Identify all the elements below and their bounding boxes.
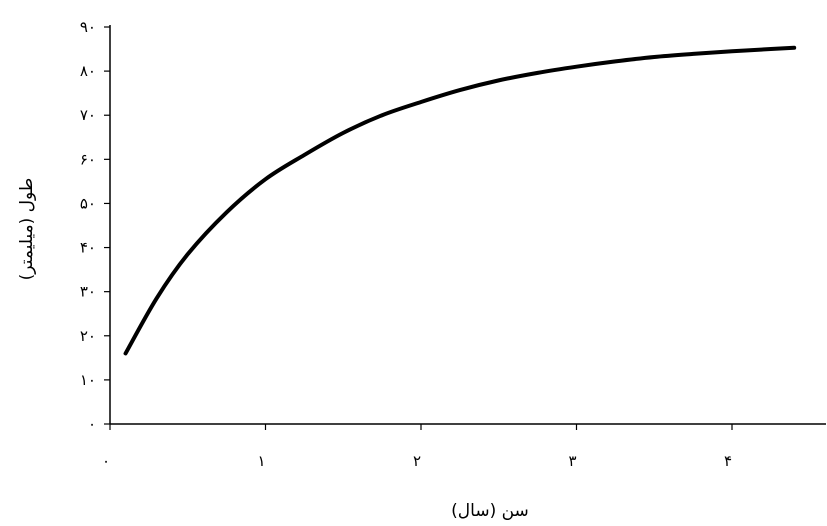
x-tick-label: ۲: [413, 452, 421, 470]
y-tick-label: ۲۰: [80, 327, 96, 345]
y-tick-label: ۵۰: [80, 194, 96, 212]
x-axis-title: سن (سال): [451, 501, 529, 521]
y-tick-label: ۶۰: [80, 150, 96, 168]
axes: [109, 25, 826, 425]
x-tick-label: ۰: [102, 452, 110, 470]
y-tick-label: ۴۰: [80, 239, 96, 257]
y-tick-label: ۷۰: [80, 106, 96, 124]
y-tick-label: ۸۰: [80, 62, 96, 80]
series: [123, 45, 797, 356]
y-tick-label: ۹۰: [80, 18, 96, 36]
y-tick-label: ۳۰: [80, 283, 96, 301]
y-tick-label: ۰: [88, 415, 96, 433]
series-line: [123, 45, 797, 356]
y-axis-title: طول (میلیمتر): [17, 178, 37, 281]
ticks: ۰ ۱۰ ۲۰ ۳۰ ۴۰ ۵۰ ۶۰ ۷۰ ۸۰ ۹۰ ۰ ۱ ۲ ۳ ۴: [80, 18, 733, 470]
x-tick-label: ۴: [724, 452, 732, 470]
x-tick-label: ۱: [257, 452, 265, 470]
y-tick-label: ۱۰: [80, 371, 96, 389]
x-tick-label: ۳: [568, 452, 576, 470]
